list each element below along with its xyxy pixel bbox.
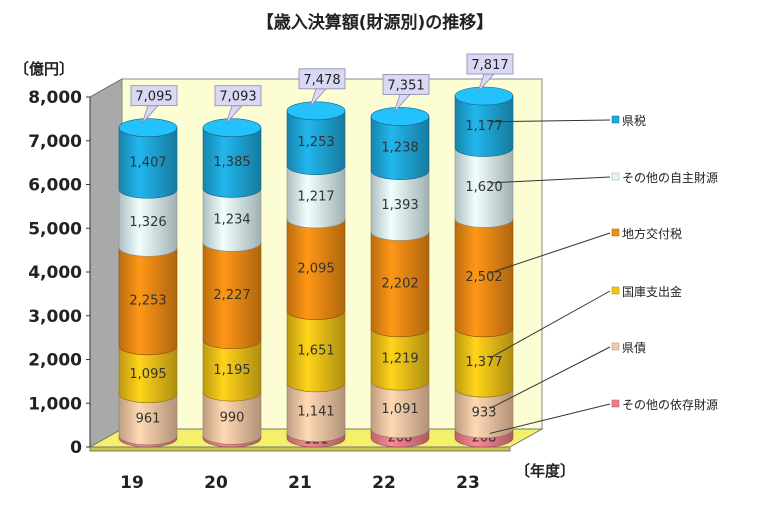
floor-edge [89, 446, 511, 452]
segment-label: 933 [472, 405, 497, 420]
total-label: 7,351 [387, 78, 424, 93]
segment-label: 2,095 [297, 262, 334, 277]
legend-swatch [611, 399, 620, 408]
legend-label: 県税 [622, 114, 646, 128]
segment-label: 1,091 [381, 402, 418, 417]
segment-label: 1,253 [297, 135, 334, 150]
total-label: 7,095 [135, 90, 172, 105]
segment-label: 1,620 [465, 180, 502, 195]
x-tick-label: 20 [204, 473, 228, 493]
legend-leader-line [489, 119, 611, 123]
segment-label: 1,095 [129, 367, 166, 382]
segment-label: 1,219 [381, 352, 418, 367]
segment-label: 1,326 [129, 215, 166, 230]
legend-label: 国庫支出金 [622, 284, 682, 299]
legend-swatch [611, 115, 620, 124]
legend-label: 地方交付税 [622, 226, 682, 241]
legend-swatch [611, 342, 620, 351]
segment-label: 1,177 [465, 119, 502, 134]
chart-title: 【歳入決算額(財源別)の推移】 [257, 12, 494, 33]
bar-top-cap [202, 118, 262, 138]
segment-label: 961 [136, 412, 161, 427]
segment-label: 1,651 [297, 344, 334, 359]
y-tick-label: 3,000 [28, 307, 82, 327]
segment-label: 2,227 [213, 288, 250, 303]
y-axis-unit: 〔億円〕 [14, 60, 74, 78]
y-tick-label: 0 [70, 438, 82, 458]
segment-label: 1,393 [381, 198, 418, 213]
legend-leader-line [489, 176, 611, 184]
x-tick-label: 21 [288, 473, 312, 493]
y-tick-label: 5,000 [28, 219, 82, 239]
bars-group: 519611,0952,2531,3261,4077,095619901,195… [118, 53, 514, 449]
bar-top-cap [454, 86, 514, 106]
legend-swatch [611, 172, 620, 181]
segment-label: 2,202 [381, 277, 418, 292]
total-callout-box [214, 85, 262, 107]
legend-leader-line [489, 290, 611, 359]
segment-label: 1,407 [129, 155, 166, 170]
x-axis: 19 20 21 22 23 [120, 473, 480, 493]
bar-top-cap [286, 101, 346, 121]
total-callout-box [382, 73, 430, 95]
bar-top-cap [370, 107, 430, 126]
legend-label: その他の依存財源 [622, 397, 718, 412]
y-tick-label: 8,000 [28, 88, 82, 108]
legend-leader-line [489, 232, 611, 274]
segment-label: 1,377 [465, 355, 502, 370]
total-callout-box [130, 85, 178, 107]
segment-label: 2,502 [465, 270, 502, 285]
total-label: 7,478 [303, 73, 340, 88]
legend-swatch [611, 286, 620, 295]
legend-label: 県債 [622, 340, 646, 355]
legend-leader-line [489, 346, 611, 409]
total-callout-box [466, 53, 514, 75]
segment-label: 1,195 [213, 363, 250, 378]
total-label: 7,093 [219, 90, 256, 105]
segment-label: 1,238 [381, 140, 418, 155]
y-tick-label: 4,000 [28, 263, 82, 283]
y-tick-label: 6,000 [28, 176, 82, 196]
bar-top-cap [118, 118, 178, 137]
y-axis: 0 1,000 2,000 3,000 4,000 5,000 6,000 7,000 8,00… [28, 88, 91, 458]
y-tick-label: 7,000 [28, 132, 82, 152]
segment-label: 2,253 [129, 294, 166, 309]
legend-leader-line [489, 403, 611, 434]
segment-label: 1,141 [297, 405, 334, 420]
legend-label: その他の自主財源 [622, 170, 718, 185]
segment-label: 990 [220, 411, 245, 426]
y-tick-label: 1,000 [28, 394, 82, 414]
y-tick-label: 2,000 [28, 351, 82, 371]
segment-label: 1,217 [297, 189, 334, 204]
legend-swatch [611, 228, 620, 237]
total-label: 7,817 [471, 58, 508, 73]
segment-label: 1,385 [213, 155, 250, 170]
x-tick-label: 19 [120, 473, 144, 493]
segment-label: 1,234 [213, 212, 250, 227]
x-axis-unit: 〔年度〕 [515, 462, 575, 480]
side-wall [89, 78, 123, 448]
x-tick-label: 23 [456, 473, 480, 493]
total-callout-box [298, 68, 346, 90]
x-tick-label: 22 [372, 473, 396, 493]
